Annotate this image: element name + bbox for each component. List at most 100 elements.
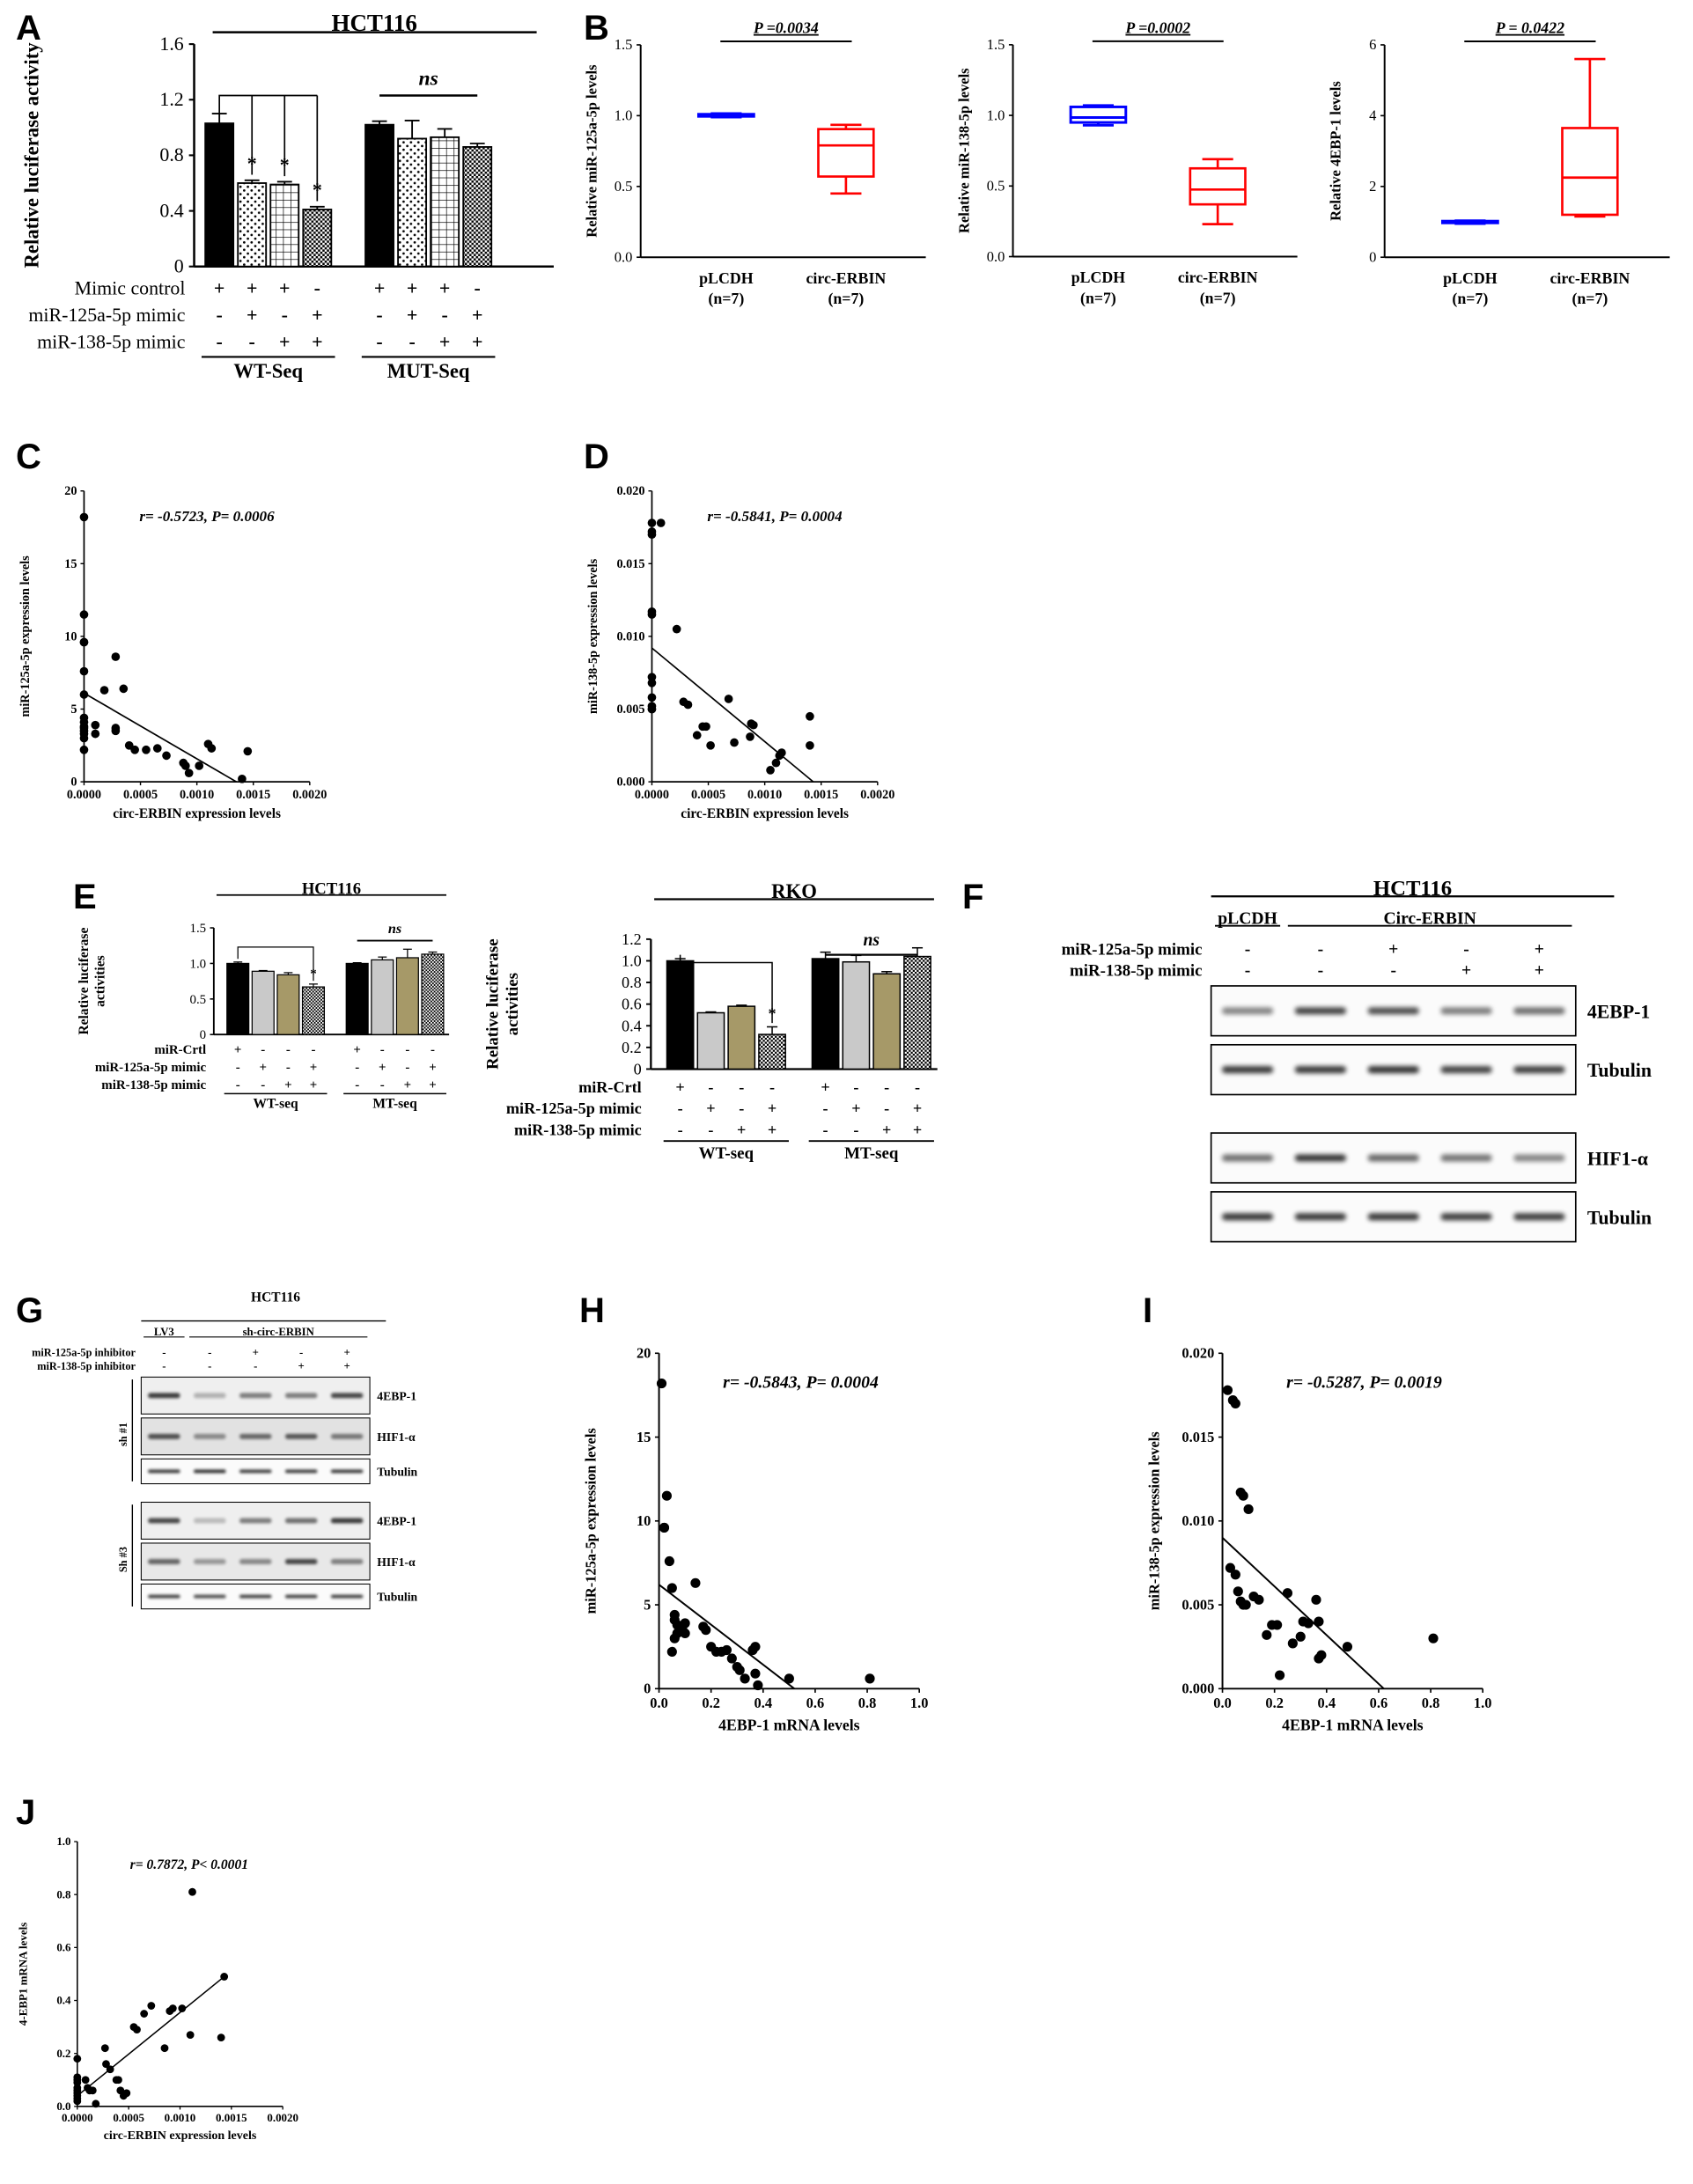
svg-text:MT-seq: MT-seq xyxy=(844,1144,899,1163)
svg-text:-: - xyxy=(380,1078,385,1092)
svg-text:0.8: 0.8 xyxy=(858,1695,877,1711)
svg-text:Relative miR-138-5p levels: Relative miR-138-5p levels xyxy=(955,68,972,233)
svg-text:0.0000: 0.0000 xyxy=(635,788,669,802)
svg-text:0.0020: 0.0020 xyxy=(860,788,894,802)
svg-text:0.0005: 0.0005 xyxy=(691,788,725,802)
svg-text:LV3: LV3 xyxy=(154,1326,174,1338)
svg-text:miR-138-5p inhibitor: miR-138-5p inhibitor xyxy=(37,1360,136,1372)
svg-text:0.8: 0.8 xyxy=(56,1887,71,1901)
svg-text:+: + xyxy=(472,304,482,326)
svg-text:0.0015: 0.0015 xyxy=(804,788,838,802)
svg-text:-: - xyxy=(739,1078,744,1096)
svg-text:1.0: 1.0 xyxy=(987,107,1005,123)
svg-text:0.5: 0.5 xyxy=(615,178,633,195)
svg-text:miR-138-5p expression levels: miR-138-5p expression levels xyxy=(586,558,600,714)
svg-text:pLCDH: pLCDH xyxy=(1071,268,1125,286)
svg-text:miR-125a-5p inhibitor: miR-125a-5p inhibitor xyxy=(32,1347,136,1359)
svg-text:1.0: 1.0 xyxy=(622,952,642,970)
svg-text:+: + xyxy=(343,1360,350,1372)
svg-text:Relative luciferaseactivities: Relative luciferaseactivities xyxy=(483,938,522,1070)
svg-text:0.8: 0.8 xyxy=(1422,1695,1440,1711)
svg-text:+: + xyxy=(407,277,417,299)
svg-text:+: + xyxy=(1461,961,1471,980)
svg-text:pLCDH: pLCDH xyxy=(1443,269,1498,287)
svg-text:WT-seq: WT-seq xyxy=(699,1144,754,1163)
svg-text:0.6: 0.6 xyxy=(622,996,642,1013)
svg-text:1.5: 1.5 xyxy=(987,36,1005,53)
svg-text:-: - xyxy=(162,1360,166,1372)
svg-text:-: - xyxy=(249,330,255,352)
svg-text:0.000: 0.000 xyxy=(1181,1680,1214,1697)
svg-text:0.0010: 0.0010 xyxy=(180,788,214,802)
svg-text:+: + xyxy=(284,1078,292,1092)
svg-text:4-EBP1 mRNA levels: 4-EBP1 mRNA levels xyxy=(17,1923,30,2026)
svg-text:+: + xyxy=(279,330,290,352)
svg-text:+: + xyxy=(1388,940,1398,959)
svg-text:0.5: 0.5 xyxy=(190,993,207,1007)
svg-text:Tubulin: Tubulin xyxy=(377,1591,417,1604)
svg-text:-: - xyxy=(678,1099,683,1117)
svg-text:-: - xyxy=(376,330,382,352)
svg-text:circ-ERBIN expression levels: circ-ERBIN expression levels xyxy=(104,2129,257,2143)
svg-text:miR-125a-5p mimic: miR-125a-5p mimic xyxy=(1062,940,1203,959)
svg-text:-: - xyxy=(739,1099,744,1117)
svg-text:HIF1-α: HIF1-α xyxy=(1587,1148,1648,1169)
svg-text:Relative miR-125a-5p levels: Relative miR-125a-5p levels xyxy=(583,64,600,238)
svg-text:Circ-ERBIN: Circ-ERBIN xyxy=(1383,909,1476,928)
svg-text:+: + xyxy=(404,1078,412,1092)
svg-text:pLCDH: pLCDH xyxy=(699,269,754,287)
svg-text:-: - xyxy=(217,330,223,352)
svg-text:circ-ERBIN: circ-ERBIN xyxy=(1178,268,1258,286)
svg-text:-: - xyxy=(405,1061,409,1075)
svg-text:+: + xyxy=(821,1078,829,1096)
svg-text:+: + xyxy=(706,1099,715,1117)
svg-text:20: 20 xyxy=(64,484,77,498)
svg-text:-: - xyxy=(208,1347,211,1359)
svg-text:-: - xyxy=(769,1078,775,1096)
svg-text:-: - xyxy=(355,1061,359,1075)
svg-text:0.0020: 0.0020 xyxy=(292,788,327,802)
svg-text:HCT116: HCT116 xyxy=(251,1291,300,1305)
svg-text:ns: ns xyxy=(418,68,438,91)
svg-text:+: + xyxy=(234,1043,242,1057)
svg-text:Tubulin: Tubulin xyxy=(1587,1060,1652,1081)
svg-text:0.6: 0.6 xyxy=(56,1941,71,1954)
svg-text:+: + xyxy=(768,1099,777,1117)
svg-text:-: - xyxy=(853,1121,858,1138)
svg-text:-: - xyxy=(282,304,288,326)
svg-text:-: - xyxy=(708,1121,713,1138)
svg-text:+: + xyxy=(882,1121,891,1138)
svg-text:circ-ERBIN expression levels: circ-ERBIN expression levels xyxy=(681,806,849,821)
svg-text:1.0: 1.0 xyxy=(1474,1695,1492,1711)
svg-text:miR-125a-5p expression levels: miR-125a-5p expression levels xyxy=(582,1428,599,1614)
svg-text:0.0000: 0.0000 xyxy=(62,2111,93,2124)
svg-text:-: - xyxy=(261,1043,265,1057)
svg-text:0: 0 xyxy=(1369,248,1376,265)
svg-text:-: - xyxy=(884,1099,889,1117)
svg-text:+: + xyxy=(429,1078,437,1092)
svg-text:+: + xyxy=(253,1347,259,1359)
svg-text:15: 15 xyxy=(64,557,77,571)
svg-text:10: 10 xyxy=(637,1512,651,1529)
svg-text:0.0010: 0.0010 xyxy=(165,2111,196,2124)
svg-text:0.010: 0.010 xyxy=(616,629,644,643)
svg-text:-: - xyxy=(915,1078,920,1096)
svg-text:-: - xyxy=(1390,961,1396,980)
svg-text:1.5: 1.5 xyxy=(615,36,633,53)
svg-text:miR-138-5p mimic: miR-138-5p mimic xyxy=(514,1121,642,1138)
svg-text:-: - xyxy=(236,1078,240,1092)
svg-text:+: + xyxy=(214,277,225,299)
svg-text:0.005: 0.005 xyxy=(1181,1596,1214,1613)
svg-text:miR-138-5p mimic: miR-138-5p mimic xyxy=(37,330,186,352)
svg-text:-: - xyxy=(678,1121,683,1138)
svg-text:Sh #3: Sh #3 xyxy=(117,1547,129,1572)
svg-text:0.015: 0.015 xyxy=(1181,1429,1214,1445)
svg-text:+: + xyxy=(247,277,257,299)
svg-text:Tubulin: Tubulin xyxy=(377,1465,417,1478)
svg-text:+: + xyxy=(737,1121,746,1138)
svg-text:20: 20 xyxy=(637,1345,651,1362)
svg-text:0.2: 0.2 xyxy=(622,1039,642,1056)
svg-text:circ-ERBIN: circ-ERBIN xyxy=(806,269,886,287)
svg-text:-: - xyxy=(311,1043,315,1057)
svg-text:-: - xyxy=(314,277,320,299)
